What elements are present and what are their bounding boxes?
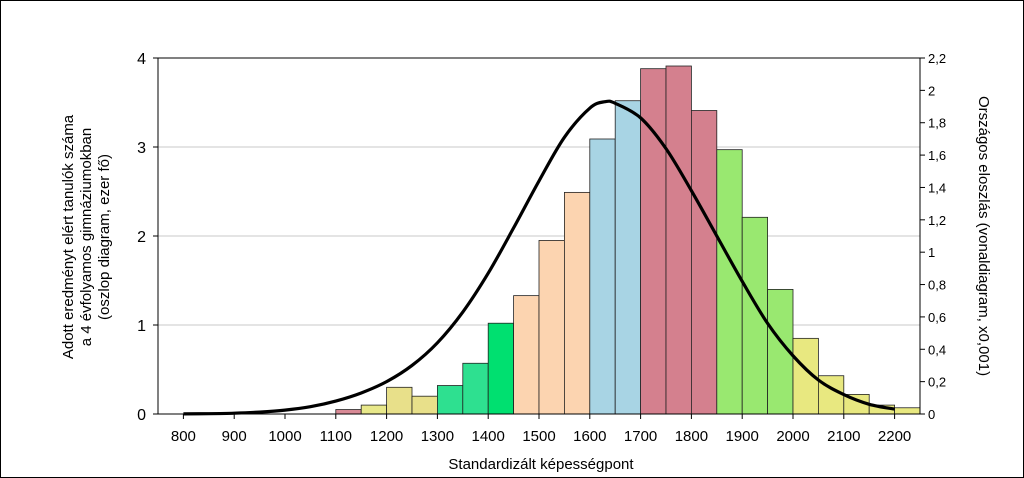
bar: [665, 65, 692, 415]
x-tick-label: 2200: [878, 428, 911, 445]
distribution-line: [183, 99, 895, 416]
right-y-tick-label: 1: [928, 245, 935, 260]
x-tick-label: 1300: [421, 428, 454, 445]
right-y-tick-label: 0,2: [928, 375, 946, 390]
bar: [894, 407, 921, 415]
x-tick-label: 800: [171, 428, 196, 445]
x-tick-label: 2100: [827, 428, 860, 445]
bar: [487, 322, 515, 415]
left-y-axis-label: Adott eredményt elért tanulók száma a 4 …: [60, 114, 113, 359]
bar-series: [335, 65, 921, 415]
x-axis-label: Standardizált képességpont: [448, 456, 634, 473]
bar: [691, 110, 718, 415]
right-y-tick-label: 0,6: [928, 310, 946, 325]
bar: [716, 149, 743, 415]
x-tick-label: 1900: [726, 428, 759, 445]
right-y-axis-ticks: 0 0,2 0,4 0,6 0,8 1 1,2 1,4 1,6 1,8 2 2,2: [920, 51, 946, 422]
right-y-tick-label: 0,8: [928, 278, 946, 293]
left-y-tick-label: 4: [137, 51, 146, 68]
bar: [564, 191, 591, 415]
bar: [386, 386, 413, 415]
x-tick-label: 1500: [522, 428, 555, 445]
left-y-tick-label: 2: [137, 229, 146, 246]
left-y-tick-label: 0: [137, 407, 146, 424]
bar: [360, 404, 388, 415]
distribution-curve: [183, 99, 895, 416]
x-tick-label: 1200: [370, 428, 403, 445]
right-y-tick-label: 0: [928, 407, 935, 422]
right-y-tick-label: 1,4: [928, 180, 946, 195]
x-tick-label: 1000: [268, 428, 301, 445]
x-tick-label: 1100: [320, 428, 352, 445]
x-axis-ticks: 800 900 1000 1100 1200 1300 1400 1500 1600 1700 18…: [171, 414, 911, 445]
bar: [436, 385, 464, 415]
right-y-tick-label: 2,2: [928, 51, 946, 66]
x-tick-label: 1400: [472, 428, 505, 445]
bar: [335, 409, 362, 415]
right-y-tick-label: 1,6: [928, 148, 946, 163]
left-y-axis-ticks: 0 1 2 3 4: [137, 51, 158, 424]
bar: [513, 295, 540, 415]
x-tick-label: 2000: [776, 428, 809, 445]
bar: [538, 240, 565, 415]
x-tick-label: 900: [222, 428, 247, 445]
left-y-axis-label-line-3: (oszlop diagram, ezer fő): [96, 154, 113, 320]
left-y-tick-label: 1: [137, 318, 146, 335]
left-y-tick-label: 3: [137, 140, 146, 157]
x-tick-label: 1800: [675, 428, 708, 445]
left-y-axis-label-line-1: Adott eredményt elért tanulók száma: [60, 114, 77, 359]
bar: [462, 362, 489, 415]
x-tick-label: 1700: [624, 428, 657, 445]
left-y-axis-label-line-2: a 4 évfolyamos gimnáziumokban: [78, 128, 95, 346]
right-y-tick-label: 2: [928, 83, 935, 98]
x-tick-label: 1600: [573, 428, 606, 445]
right-y-tick-label: 1,2: [928, 213, 946, 228]
right-y-tick-label: 0,4: [928, 342, 946, 357]
bar: [411, 395, 438, 415]
right-y-axis-label: Országos eloszlás (vonaldiagram, x0,001): [975, 96, 992, 376]
right-y-tick-label: 1,8: [928, 116, 946, 131]
bar: [614, 100, 642, 415]
bar: [589, 138, 616, 415]
